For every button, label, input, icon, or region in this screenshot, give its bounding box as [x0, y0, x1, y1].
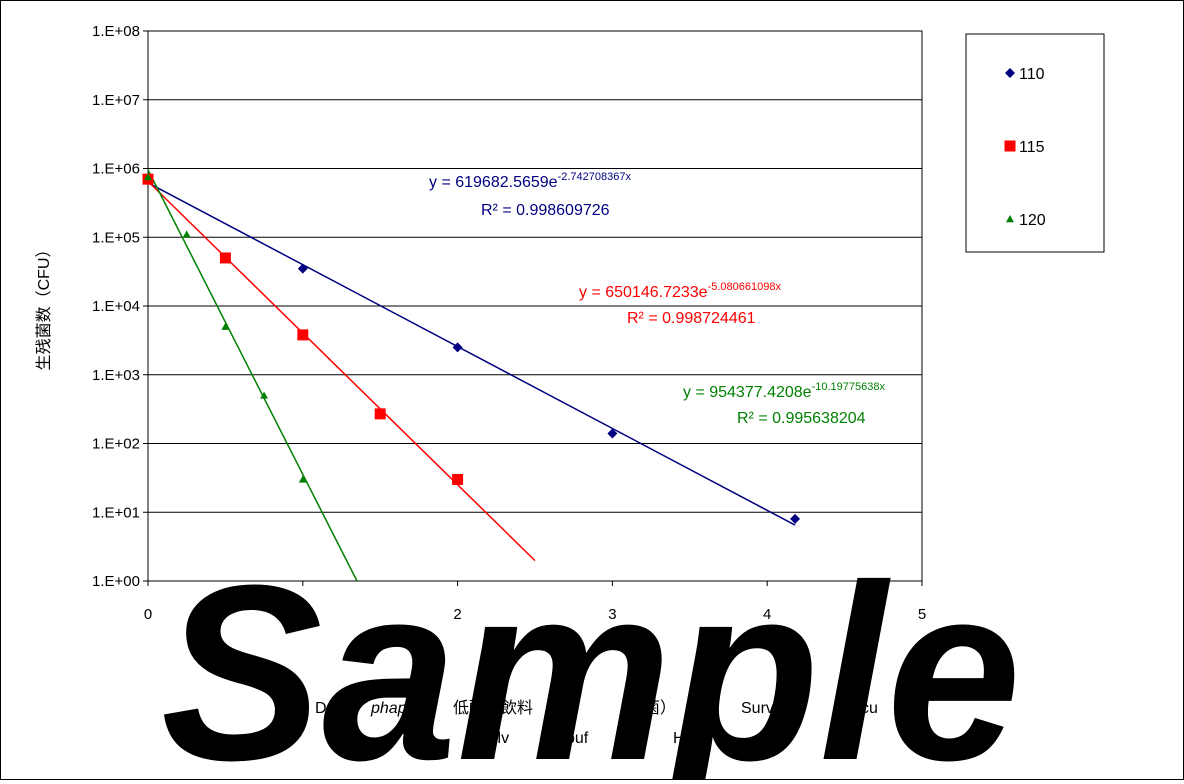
trend-equation-115: y = 650146.7233e-5.080661098x [579, 281, 781, 301]
legend-marker-110 [1005, 68, 1015, 78]
legend-label-120: 120 [1019, 212, 1046, 229]
y-tick-label: 1.E+07 [92, 92, 140, 109]
data-point-115 [374, 408, 386, 420]
legend: 110 115 120 [965, 33, 1105, 253]
x-axis-label-part: H4 [673, 730, 694, 747]
data-point-110 [297, 263, 308, 274]
trend-equation-110: y = 619682.5659e-2.742708367x [429, 171, 631, 191]
legend-label-110: 110 [1019, 66, 1045, 83]
equation-base: y = 619682.5659e [429, 174, 558, 191]
x-tick-label: 2 [453, 606, 461, 623]
r-squared-115: R² = 0.998724461 [627, 310, 756, 327]
x-tick-label: 5 [918, 606, 926, 623]
y-tick-label: 1.E+02 [92, 436, 140, 453]
x-tick-labels: 0 1 2 3 4 5 [144, 606, 926, 623]
legend-marker-120 [1006, 215, 1014, 223]
data-point-110 [452, 342, 463, 353]
y-tick-label: 1.E+03 [92, 367, 140, 384]
x-axis-label-part: 飲料 [501, 699, 533, 717]
y-axis-label: 生残菌数（CFU） [35, 242, 53, 371]
data-point-110 [790, 513, 801, 524]
legend-marker-115 [1004, 140, 1016, 152]
legend-box [965, 33, 1105, 253]
x-tick-label: 1 [299, 606, 307, 623]
x-tick-label: 3 [608, 606, 616, 623]
plot-area-border [147, 30, 923, 582]
data-point-115 [297, 329, 309, 341]
gridlines [143, 30, 923, 586]
x-axis-label-part: cu [861, 700, 878, 717]
y-tick-label: 1.E+06 [92, 161, 140, 178]
r-squared-110: R² = 0.998609726 [481, 202, 610, 219]
r-squared-120: R² = 0.995638204 [737, 410, 866, 427]
equation-exponent: -5.080661098x [708, 281, 782, 293]
y-tick-label: 1.E+08 [92, 23, 140, 40]
y-tick-label: 1.E+01 [92, 504, 140, 521]
y-tick-label: 1.E+04 [92, 298, 140, 315]
x-axis-label-part: D [315, 700, 327, 717]
data-point-115 [452, 473, 464, 485]
data-point-115 [219, 252, 231, 264]
trendline-115 [147, 180, 536, 562]
data-point-120 [298, 475, 307, 483]
x-axis-label-part: 菌） [644, 699, 676, 717]
trend-equation-120: y = 954377.4208e-10.19775638x [683, 381, 885, 401]
legend-label-115: 115 [1019, 139, 1045, 156]
data-points [142, 173, 801, 524]
equation-exponent: -2.742708367x [558, 171, 632, 183]
data-point-120 [144, 173, 152, 181]
x-axis-label-part: phaps [370, 700, 415, 717]
x-axis-label-part: 低酸 [453, 699, 485, 717]
trendline-110 [147, 182, 796, 526]
data-point-120 [221, 322, 230, 330]
watermark: Sample [161, 533, 1021, 779]
x-tick-label: 4 [763, 606, 771, 623]
x-axis-label-part: Surv [741, 700, 774, 717]
data-point-120 [182, 230, 191, 238]
trendlines [147, 169, 796, 582]
data-point-120 [260, 391, 269, 399]
x-axis-label-part: buf [566, 730, 589, 747]
x-tick-label: 0 [144, 606, 152, 623]
equation-base: y = 954377.4208e [683, 384, 812, 401]
y-tick-label: 1.E+05 [92, 229, 140, 246]
x-axis-label-line2: cllv buf H4 [486, 730, 694, 747]
equation-labels: y = 619682.5659e-2.742708367x R² = 0.9986… [429, 171, 885, 427]
trendline-120 [147, 169, 358, 582]
y-tick-labels: 1.E+00 1.E+01 1.E+02 1.E+03 1.E+04 1.E+05 1.E+… [92, 23, 140, 590]
equation-base: y = 650146.7233e [579, 284, 708, 301]
data-point-110 [607, 428, 618, 439]
equation-exponent: -10.19775638x [812, 381, 886, 393]
x-axis-label-part: cllv [486, 730, 509, 747]
y-tick-label: 1.E+00 [92, 573, 140, 590]
